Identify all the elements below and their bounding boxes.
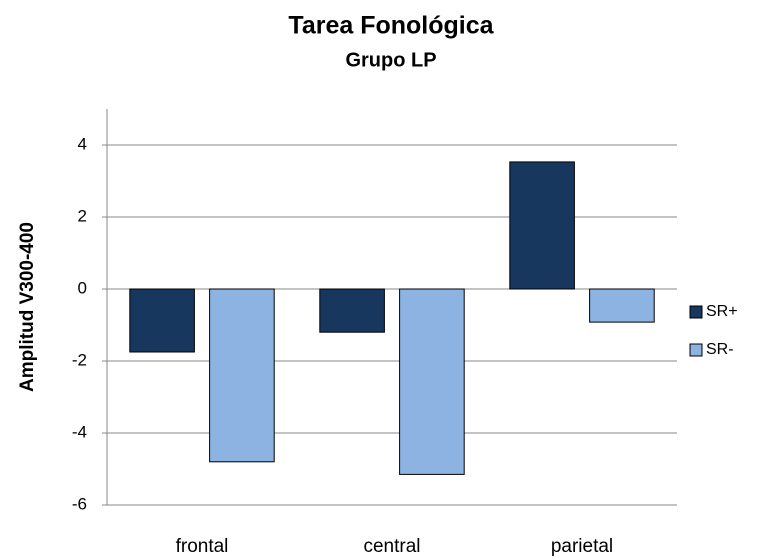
y-tick-label: 0 [78, 278, 87, 297]
x-tick-label: frontal [176, 536, 229, 557]
y-tick-label: -2 [72, 350, 87, 369]
legend-swatch [689, 343, 703, 357]
y-tick-label: 4 [78, 134, 87, 153]
legend-label: SR- [706, 341, 734, 358]
y-tick-label: -4 [72, 422, 87, 441]
bar [319, 288, 385, 333]
chart-subtitle: Grupo LP [345, 49, 436, 71]
bar [209, 288, 275, 463]
legend-swatch [689, 305, 703, 319]
legend-label: SR+ [706, 303, 738, 320]
bar [399, 288, 465, 475]
bar [589, 288, 655, 323]
bar [509, 161, 575, 290]
chart-title: Tarea Fonológica [288, 12, 494, 40]
y-axis-label: Amplitud V300-400 [17, 222, 38, 392]
y-tick-label: -6 [72, 494, 87, 513]
y-tick-label: 2 [78, 206, 87, 225]
x-tick-label: central [363, 536, 420, 557]
bar [129, 288, 195, 353]
x-tick-label: parietal [551, 536, 613, 557]
